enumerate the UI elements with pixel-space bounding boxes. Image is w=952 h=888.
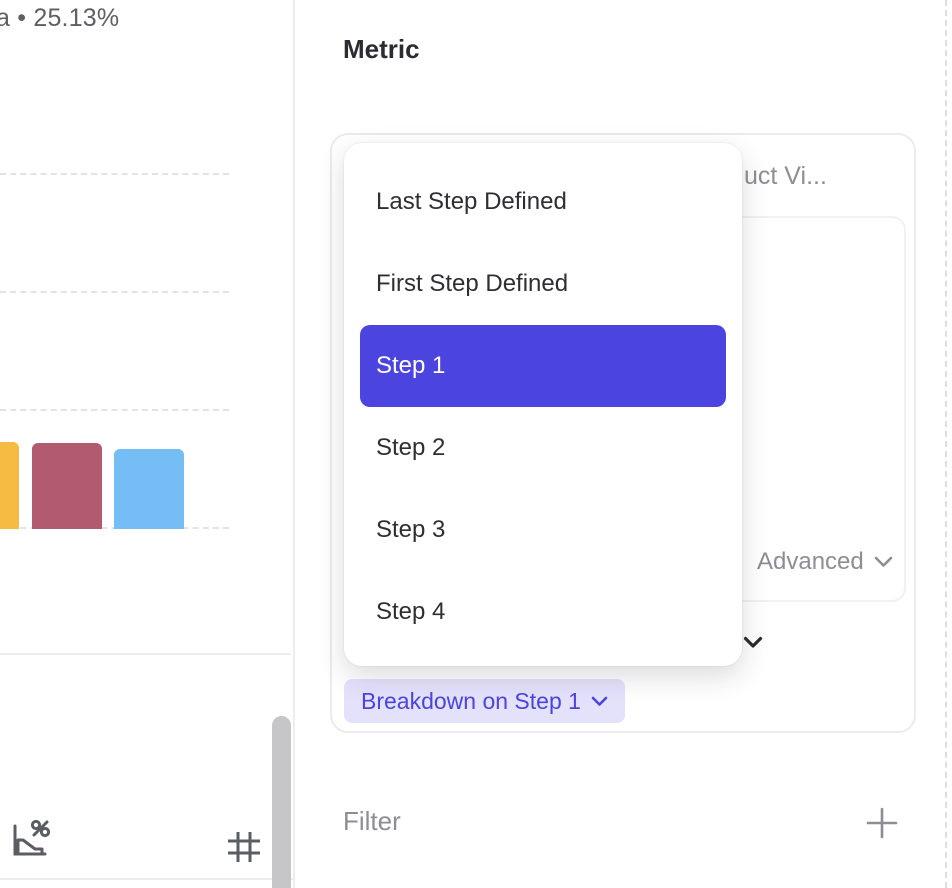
- hash-grid-icon[interactable]: [226, 829, 262, 865]
- dropdown-item-last-step-defined[interactable]: Last Step Defined: [376, 188, 567, 215]
- advanced-label: Advanced: [757, 548, 864, 575]
- breakdown-button[interactable]: Breakdown on Step 1: [344, 679, 625, 723]
- funnel-bar-3[interactable]: [114, 449, 184, 529]
- advanced-toggle[interactable]: Advanced: [757, 548, 893, 576]
- metric-section-title: Metric: [343, 34, 420, 64]
- step-dropdown-menu: Last Step Defined First Step Defined Step …: [344, 143, 742, 666]
- event-name-truncated[interactable]: uct Vi...: [744, 162, 827, 190]
- gridline: [0, 291, 229, 293]
- dropdown-item-step-1[interactable]: Step 1: [360, 325, 726, 407]
- series-legend-label: a • 25.13%: [0, 4, 120, 32]
- horizontal-divider: [0, 653, 291, 655]
- chevron-down-icon: [591, 696, 608, 706]
- dropdown-item-step-2[interactable]: Step 2: [376, 434, 446, 461]
- add-filter-plus-icon[interactable]: [866, 807, 898, 839]
- breakdown-button-label: Breakdown on Step 1: [361, 687, 581, 714]
- dashed-divider: [945, 0, 947, 888]
- chevron-down-icon: [874, 556, 893, 567]
- gridline: [0, 409, 229, 411]
- funnel-bar-1[interactable]: [0, 442, 19, 529]
- dropdown-item-step-3[interactable]: Step 3: [376, 516, 446, 543]
- dropdown-item-first-step-defined[interactable]: First Step Defined: [376, 270, 569, 297]
- funnel-bar-2[interactable]: [32, 443, 102, 529]
- horizontal-divider: [0, 878, 293, 880]
- gridline: [0, 173, 229, 175]
- conversion-chart-icon[interactable]: [8, 817, 50, 863]
- dropdown-item-step-4[interactable]: Step 4: [376, 598, 446, 625]
- scrollbar-thumb[interactable]: [272, 716, 291, 888]
- filter-section-title: Filter: [343, 806, 401, 836]
- panel-divider-vertical: [293, 0, 295, 888]
- chevron-down-icon[interactable]: [743, 636, 763, 650]
